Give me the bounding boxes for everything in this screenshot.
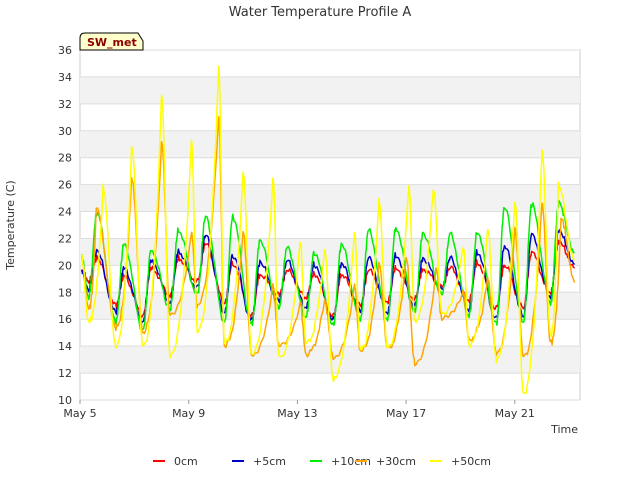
- legend-label: +50cm: [451, 455, 491, 468]
- grid-band: [80, 130, 580, 158]
- x-axis-ticks: May 5 May 9 May 13 May 17 May 21: [63, 400, 535, 420]
- grid-band: [80, 76, 580, 104]
- legend-label: +5cm: [253, 455, 286, 468]
- y-tick-label: 22: [58, 232, 72, 245]
- site-label-badge: SW_met: [79, 32, 144, 51]
- y-tick-label: 24: [58, 206, 72, 219]
- y-tick-label: 32: [58, 98, 72, 111]
- y-tick-label: 14: [58, 340, 72, 353]
- y-tick-label: 36: [58, 44, 72, 57]
- y-tick-label: 26: [58, 179, 72, 192]
- y-axis-ticks: 10 12 14 16 18 20 22 24 26 28 30 32 34 36: [58, 44, 72, 407]
- chart-title: Water Temperature Profile A: [229, 5, 412, 20]
- y-axis-label: Temperature (C): [4, 180, 17, 270]
- grid-band: [80, 238, 580, 266]
- legend-label: +30cm: [376, 455, 416, 468]
- y-tick-label: 16: [58, 313, 72, 326]
- x-tick-label: May 21: [495, 407, 535, 420]
- y-tick-label: 18: [58, 286, 72, 299]
- y-tick-label: 12: [58, 367, 72, 380]
- x-tick-label: May 9: [172, 407, 205, 420]
- grid-band: [80, 184, 580, 212]
- x-axis-label: Time: [550, 423, 578, 436]
- series-line-50cm: [80, 65, 575, 395]
- site-badge-box: [79, 32, 144, 51]
- site-label-text: SW_met: [87, 36, 137, 49]
- y-tick-label: 34: [58, 71, 72, 84]
- y-tick-label: 30: [58, 125, 72, 138]
- plot-background: [79, 49, 581, 401]
- legend-label: 0cm: [174, 455, 198, 468]
- y-tick-label: 10: [58, 394, 72, 407]
- y-tick-label: 28: [58, 152, 72, 165]
- x-tick-label: May 13: [277, 407, 317, 420]
- legend-label: +10cm: [331, 455, 371, 468]
- legend: 0cm +5cm +10cm +30cm +50cm: [153, 455, 491, 468]
- x-tick-label: May 17: [386, 407, 426, 420]
- y-tick-label: 20: [58, 259, 72, 272]
- series-lines: [80, 65, 576, 395]
- x-tick-label: May 5: [63, 407, 96, 420]
